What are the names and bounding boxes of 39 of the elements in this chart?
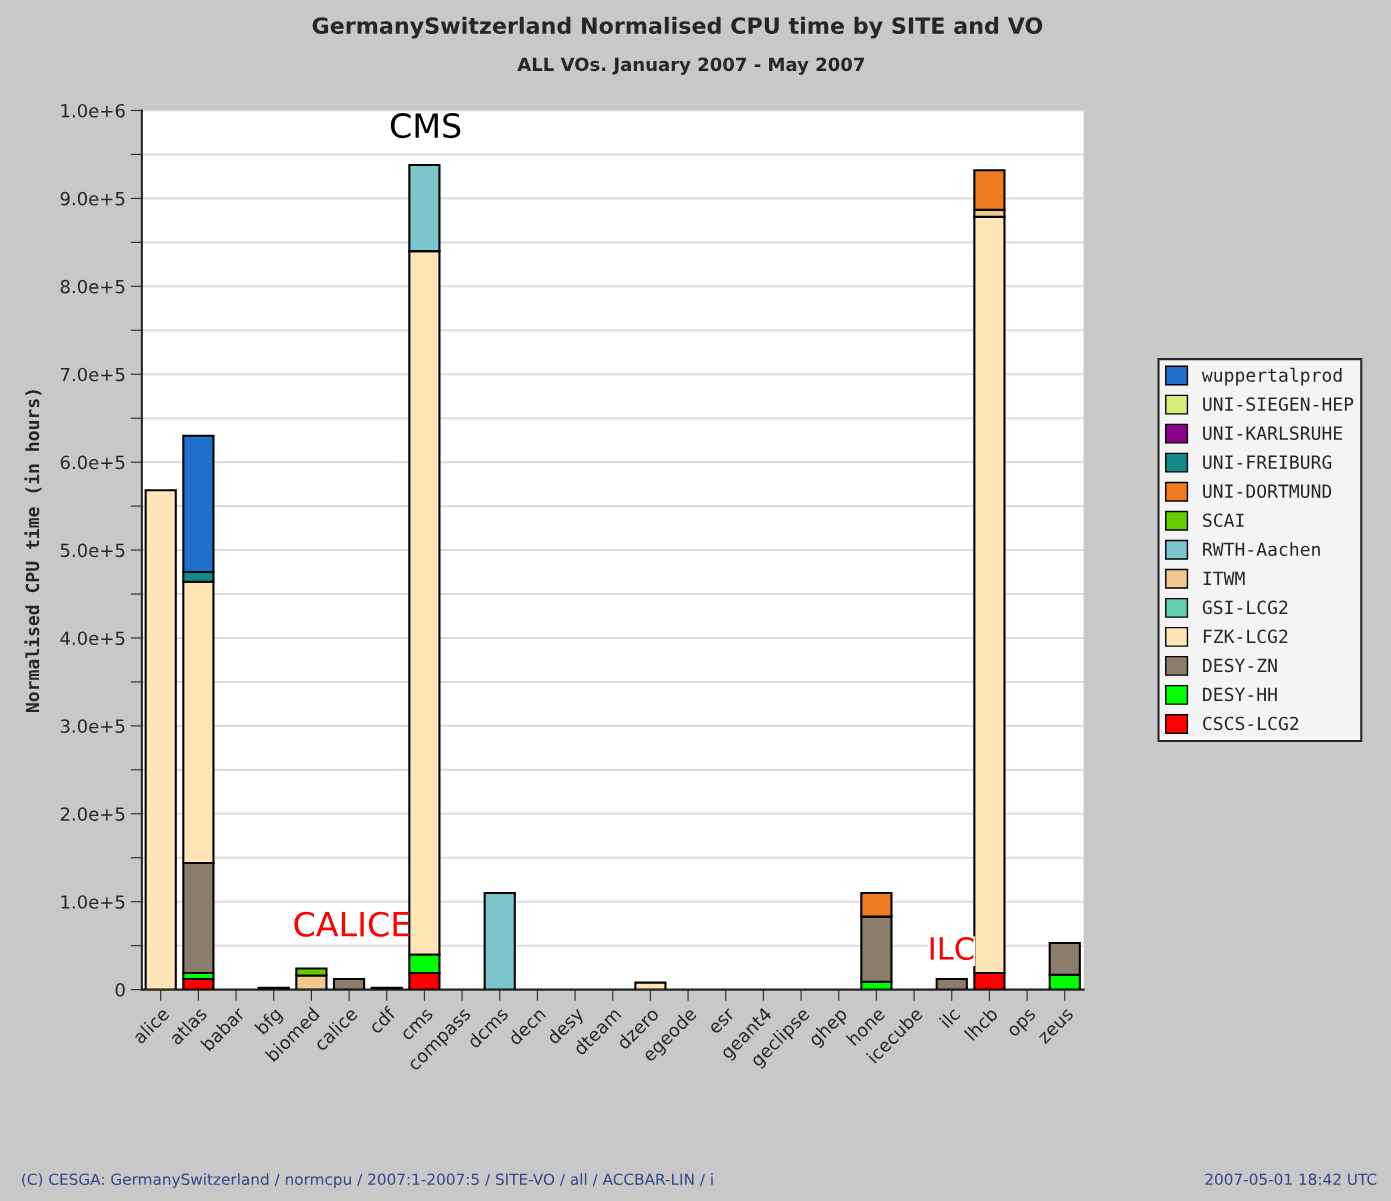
text: (C) CESGA: GermanySwitzerland / normcpu / 2007:1-2007:5 / SITE-VO / all / ACCBAR-LIN / i: [22, 1173, 713, 1188]
legend-label: UNI-KARLSRUHE: [1203, 426, 1343, 440]
y-tick-label: 2.0e+5: [60, 807, 125, 821]
bar: [935, 978, 968, 990]
chart-title: GermanySwitzerland Normalised CPU time by SITE and VO: [312, 16, 1043, 39]
y-tick-label: 1.0e+6: [61, 103, 125, 118]
bar: [332, 978, 366, 990]
chart-subtitle: ALL VOs. January 2007 - May 2007: [517, 57, 864, 75]
y-tick-label: 7.0e+5: [60, 367, 125, 382]
annotation: ILC: [930, 936, 974, 961]
legend-label: UNI-SIEGEN-HEP: [1203, 397, 1354, 411]
y-tick-label: 1.0e+5: [61, 895, 125, 909]
y-axis-title: Normalised CPU time (in hours): [24, 390, 42, 713]
y-tick-label: 3.0e+5: [60, 719, 125, 733]
y-tick-label: 5.0e+5: [60, 543, 125, 558]
bar: [483, 891, 516, 990]
annotation: CMS: [390, 112, 461, 139]
legend-label: CSCS-LCG2: [1203, 716, 1299, 731]
legend-label: DESY-ZN: [1203, 658, 1277, 673]
y-tick-label: 6.0e+5: [60, 455, 125, 470]
x-tick-label: ilc: [938, 1006, 961, 1029]
x-tick-label: cdf: [367, 1005, 397, 1035]
legend-label: wuppertalprod: [1201, 367, 1342, 386]
legend-label: SCAI: [1203, 513, 1244, 528]
y-tick-label: 0: [115, 983, 125, 997]
legend-label: DESY-HH: [1203, 687, 1277, 702]
legend-label: GSI-LCG2: [1202, 600, 1288, 615]
bar: [634, 981, 667, 990]
legend-label: UNI-DORTMUND: [1203, 484, 1332, 499]
y-tick-label: 8.0e+5: [60, 279, 125, 294]
y-tick-label: 9.0e+5: [60, 191, 125, 206]
text: 2007-05-01 18:42 UTC: [1205, 1173, 1377, 1186]
legend-label: ITWM: [1203, 571, 1245, 585]
y-tick-label: 4.0e+5: [60, 631, 125, 646]
legend-label: UNI-FREIBURG: [1203, 455, 1332, 470]
x-tick-label: ops: [1007, 1008, 1039, 1040]
legend-label: FZK-LCG2: [1203, 629, 1288, 644]
bar: [144, 489, 177, 990]
legend-label: RWTH-Aachen: [1203, 542, 1320, 557]
